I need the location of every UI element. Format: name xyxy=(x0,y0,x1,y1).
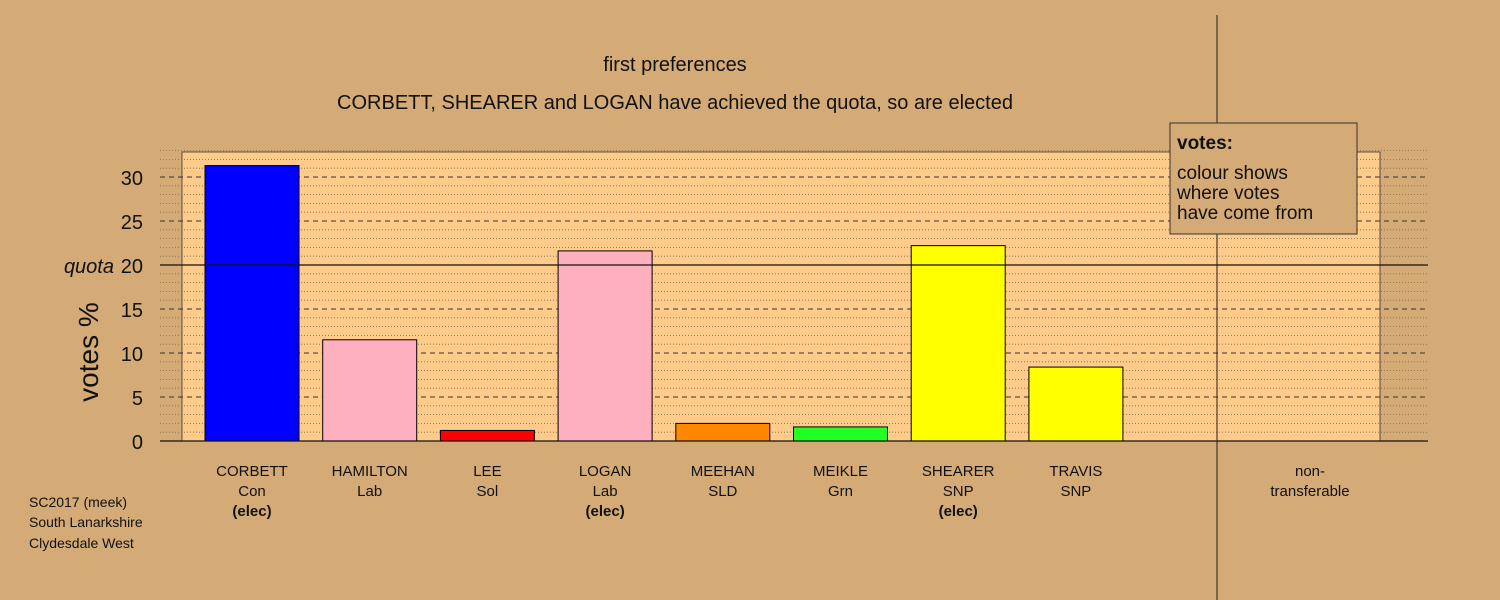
legend-text: where votes xyxy=(1176,183,1279,204)
footer-election: SC2017 (meek) xyxy=(29,494,128,510)
footer-council: South Lanarkshire xyxy=(29,514,143,530)
candidate-party: Grn xyxy=(828,483,853,500)
candidate-name: SHEARER xyxy=(922,463,995,480)
y-tick-label: 15 xyxy=(121,300,143,322)
candidate-name: HAMILTON xyxy=(332,463,408,480)
bar-lee xyxy=(439,429,535,442)
candidate-name: LOGAN xyxy=(579,463,632,480)
bar-hamilton xyxy=(322,339,418,442)
bar-meikle xyxy=(793,426,888,442)
legend-box xyxy=(1169,122,1358,235)
candidate-status: (elec) xyxy=(939,503,978,520)
nontransferable-label-1: non- xyxy=(1295,463,1325,480)
candidate-party: Lab xyxy=(593,483,618,500)
y-tick-label: 30 xyxy=(121,168,143,190)
bar-corbett xyxy=(204,165,300,442)
legend-text: colour shows xyxy=(1177,163,1288,184)
chart-subtitle: CORBETT, SHEARER and LOGAN have achieved… xyxy=(337,92,1013,114)
candidate-party: Lab xyxy=(357,483,382,500)
quota-label: quota xyxy=(64,256,114,278)
y-tick-label: 20 xyxy=(121,256,143,278)
candidate-status: (elec) xyxy=(586,503,625,520)
candidate-status: (elec) xyxy=(232,503,271,520)
legend-title: votes: xyxy=(1177,133,1233,154)
candidate-party: SNP xyxy=(943,483,974,500)
candidate-party: Sol xyxy=(477,483,499,500)
y-axis-label: votes % xyxy=(73,302,104,402)
candidate-name: CORBETT xyxy=(216,463,288,480)
y-tick-label: 0 xyxy=(132,432,143,454)
footer-ward: Clydesdale West xyxy=(29,535,134,551)
y-tick-label: 25 xyxy=(121,212,143,234)
candidate-party: Con xyxy=(238,483,266,500)
bar-logan xyxy=(557,250,653,442)
candidate-name: MEIKLE xyxy=(813,463,868,480)
candidate-name: TRAVIS xyxy=(1049,463,1102,480)
legend-text: have come from xyxy=(1177,203,1313,224)
candidate-name: LEE xyxy=(473,463,501,480)
nontransferable-label-2: transferable xyxy=(1270,483,1349,500)
chart-title: first preferences xyxy=(603,54,746,76)
y-tick-label: 5 xyxy=(132,388,143,410)
bar-shearer xyxy=(910,245,1006,442)
candidate-name: MEEHAN xyxy=(691,463,755,480)
candidate-party: SNP xyxy=(1060,483,1091,500)
bar-meehan xyxy=(675,422,771,442)
candidate-party: SLD xyxy=(708,483,737,500)
y-tick-label: 10 xyxy=(121,344,143,366)
bar-travis xyxy=(1028,366,1124,442)
